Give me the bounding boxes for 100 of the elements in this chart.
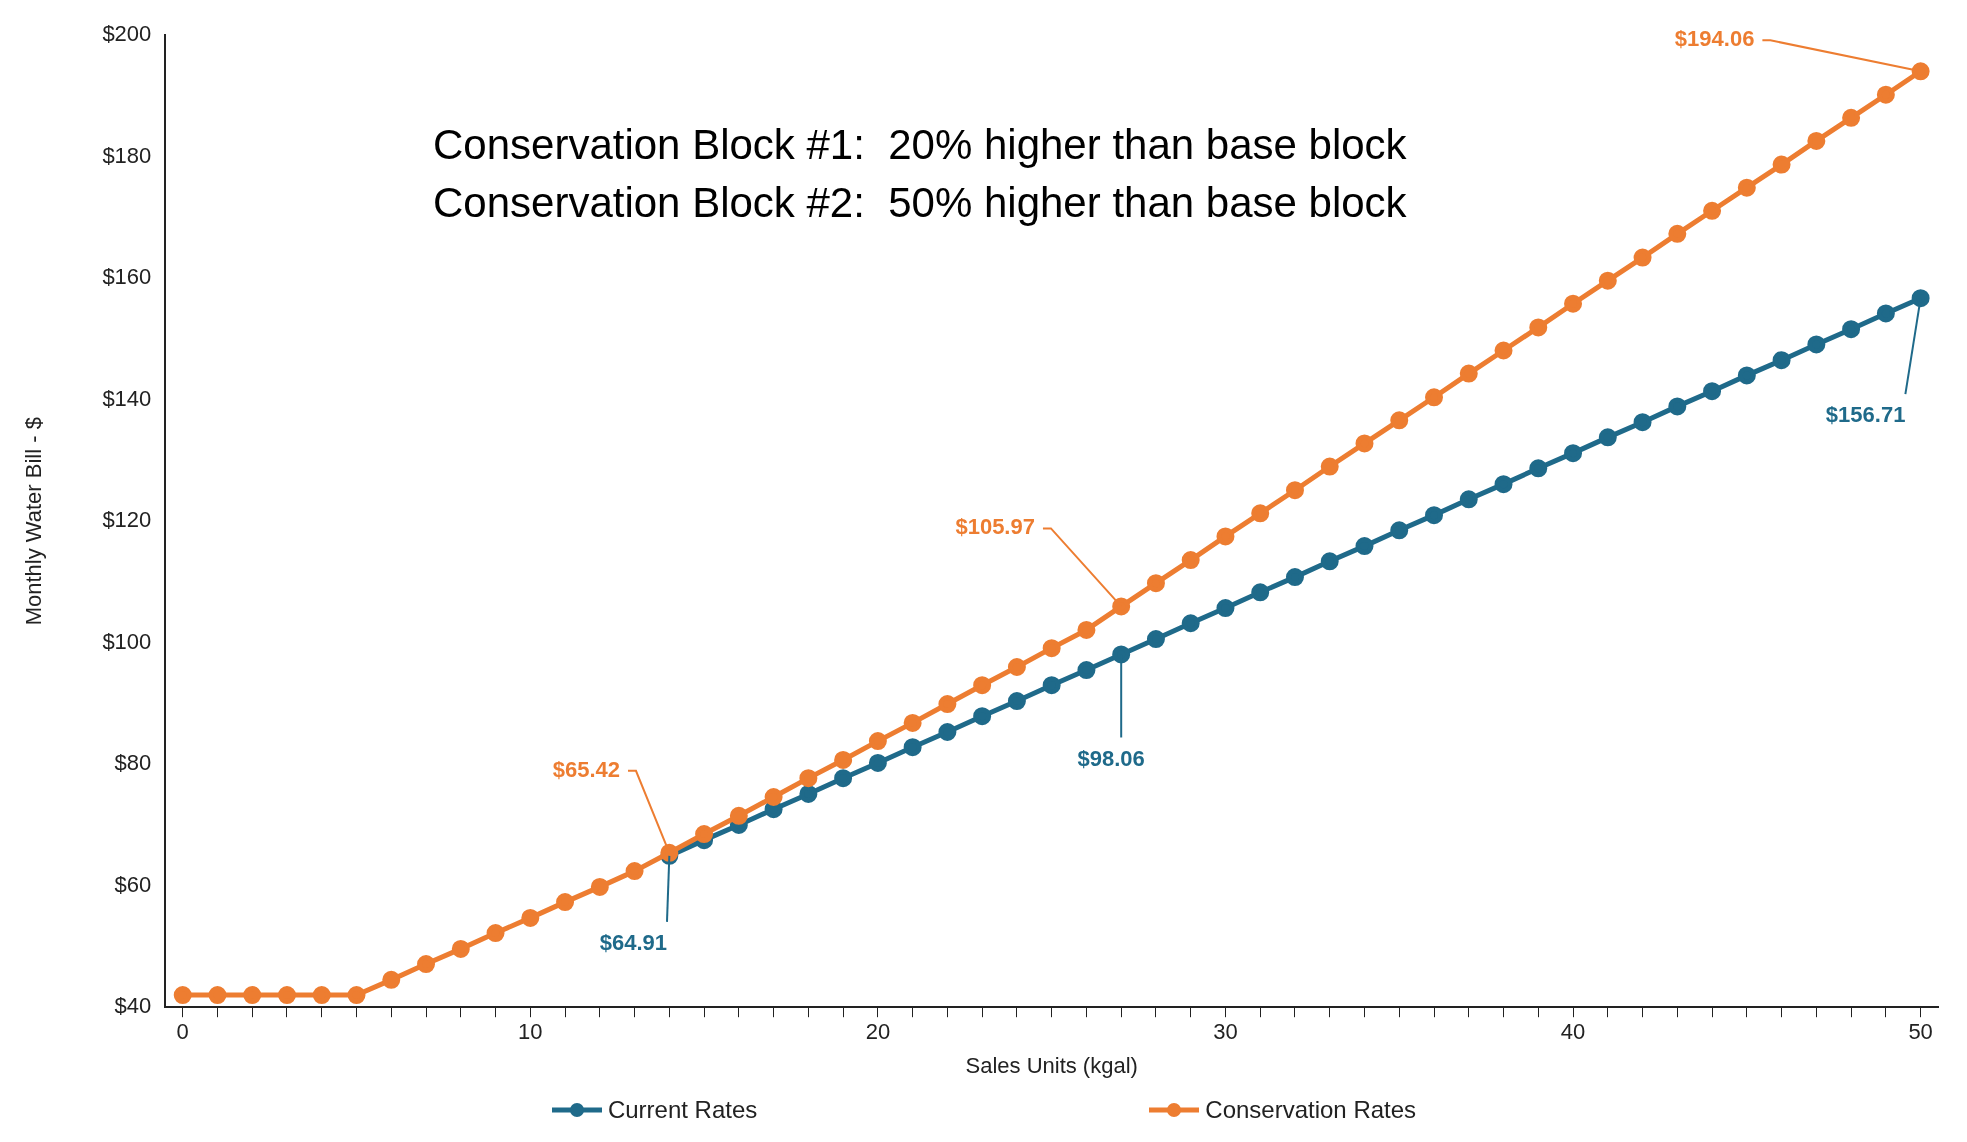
point	[556, 893, 575, 912]
point	[382, 970, 401, 989]
point	[1181, 614, 1200, 633]
point	[521, 908, 540, 927]
annotation: $65.42	[552, 756, 620, 782]
point	[1876, 304, 1895, 323]
y-tick-label: $160	[102, 264, 152, 290]
y-axis-title: Monthly Water Bill - $	[21, 417, 47, 626]
point	[1007, 658, 1026, 676]
point	[1285, 568, 1304, 587]
point	[1911, 62, 1930, 81]
x-tick-label: 20	[865, 1019, 891, 1045]
point	[1007, 692, 1026, 711]
point	[1425, 506, 1444, 525]
y-tick-label: $120	[102, 507, 152, 533]
point	[1668, 224, 1687, 243]
point	[1077, 661, 1096, 680]
point	[1598, 428, 1617, 447]
point	[868, 753, 887, 772]
legend-label: Conservation Rates	[1205, 1096, 1417, 1124]
point	[1737, 366, 1756, 385]
x-tick-label: 10	[518, 1019, 543, 1045]
x-tick-label: 50	[1908, 1019, 1933, 1045]
point	[1251, 504, 1270, 523]
point	[729, 806, 748, 825]
point	[1459, 364, 1478, 383]
point	[1216, 527, 1235, 546]
point	[1216, 599, 1235, 618]
point	[173, 986, 192, 1005]
y-tick-label: $100	[102, 628, 152, 654]
point	[1633, 248, 1652, 267]
point	[1042, 639, 1061, 658]
point	[590, 877, 609, 896]
point	[1285, 481, 1304, 500]
point	[1112, 597, 1131, 616]
y-tick-label: $140	[102, 385, 152, 411]
point	[1320, 457, 1339, 476]
y-tick-label: $40	[114, 993, 152, 1019]
annotation: Conservation Block #1: 20% higher than base block	[433, 120, 1407, 170]
point	[1842, 108, 1861, 127]
y-tick-label: $80	[114, 750, 152, 776]
point	[1390, 521, 1409, 540]
annotation: Conservation Block #2: 50% higher than base block	[433, 178, 1407, 228]
point	[1703, 382, 1722, 401]
point	[1181, 551, 1200, 570]
point	[1077, 620, 1096, 639]
point	[1146, 630, 1165, 649]
point	[834, 750, 853, 769]
point	[1355, 537, 1374, 556]
x-tick-label: 40	[1560, 1019, 1586, 1045]
point	[1320, 552, 1339, 571]
x-tick-label: 0	[176, 1019, 189, 1045]
y-tick-label: $180	[102, 142, 152, 168]
point	[1876, 85, 1895, 104]
point	[347, 986, 366, 1005]
point	[1112, 645, 1131, 664]
point	[1842, 320, 1861, 339]
point	[1494, 475, 1513, 494]
point	[417, 955, 436, 974]
point	[1911, 289, 1930, 308]
point	[903, 713, 922, 732]
point	[1529, 318, 1548, 337]
point	[1355, 434, 1374, 453]
annotation: $64.91	[599, 929, 667, 955]
point	[764, 788, 783, 807]
point	[312, 986, 331, 1005]
point	[486, 924, 505, 943]
point	[938, 695, 957, 714]
point	[1251, 583, 1270, 602]
point	[799, 784, 818, 803]
x-tick-label: 30	[1213, 1019, 1238, 1045]
point	[938, 723, 957, 741]
point	[1425, 388, 1444, 407]
point	[1772, 351, 1791, 370]
point	[1459, 490, 1478, 509]
point	[799, 769, 818, 788]
point	[1146, 574, 1165, 593]
point	[1633, 413, 1652, 432]
point	[451, 939, 470, 958]
point	[834, 769, 853, 788]
point	[1564, 294, 1583, 313]
annotation: $98.06	[1077, 745, 1145, 771]
y-tick-label: $60	[114, 871, 152, 897]
annotation: $194.06	[1674, 26, 1755, 52]
point	[243, 986, 262, 1005]
point	[973, 707, 992, 726]
point	[1598, 271, 1617, 290]
point	[1390, 411, 1409, 430]
point	[695, 825, 714, 844]
point	[208, 986, 227, 1005]
point	[1494, 341, 1513, 360]
point	[1703, 201, 1722, 220]
y-tick-label: $200	[102, 21, 152, 47]
point	[1737, 178, 1756, 197]
point	[625, 862, 644, 881]
legend-label: Current Rates	[607, 1096, 758, 1124]
annotation: $105.97	[955, 514, 1035, 540]
point	[1564, 444, 1583, 463]
point	[1772, 155, 1791, 174]
point	[277, 986, 296, 1005]
